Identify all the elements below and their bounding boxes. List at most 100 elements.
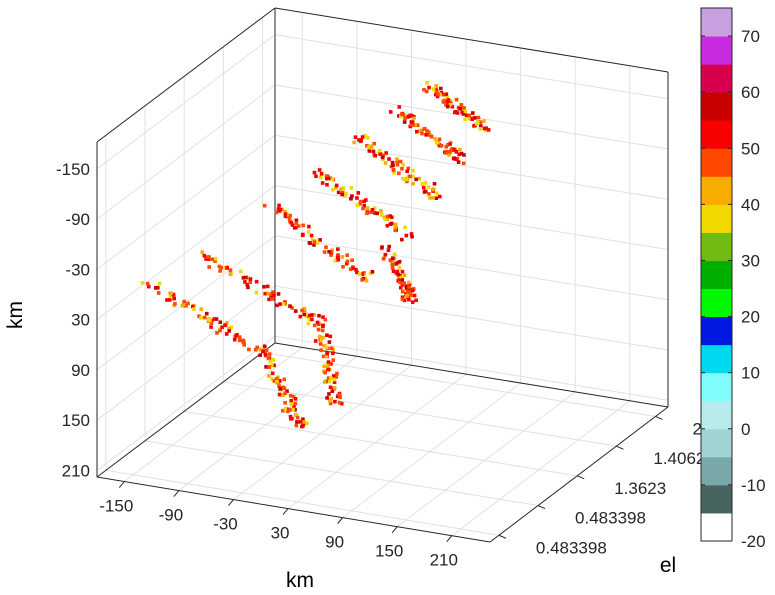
- left-wall-grid-z: [96, 84, 276, 220]
- data-point: [310, 238, 315, 242]
- data-point: [218, 269, 222, 273]
- data-point: [373, 211, 377, 215]
- data-point: [265, 284, 270, 289]
- data-point: [363, 276, 368, 281]
- data-point: [268, 359, 273, 364]
- data-point: [332, 374, 336, 378]
- data-point: [140, 281, 145, 285]
- e-tick-label: 1.3623: [614, 479, 666, 498]
- x-tick-label: 150: [375, 542, 403, 561]
- data-point: [339, 401, 344, 406]
- data-point: [396, 279, 401, 283]
- data-point: [358, 139, 363, 144]
- floor-grid-x: [123, 347, 303, 482]
- data-point: [383, 161, 388, 165]
- data-point: [190, 304, 195, 309]
- edge-top-left: [96, 7, 276, 143]
- data-point: [464, 113, 469, 118]
- data-point: [321, 335, 325, 340]
- data-point: [334, 375, 339, 379]
- data-point: [371, 149, 376, 154]
- data-point: [157, 281, 162, 286]
- data-point: [326, 367, 331, 372]
- data-point: [246, 276, 250, 281]
- data-point: [358, 200, 363, 204]
- data-point: [411, 181, 415, 186]
- data-point: [341, 186, 346, 190]
- data-point: [324, 176, 329, 181]
- floor-grid-e: [105, 469, 499, 536]
- data-point: [397, 259, 402, 264]
- data-point: [302, 306, 306, 311]
- colorbar-tick-label: 50: [741, 139, 760, 158]
- data-point: [289, 398, 293, 403]
- data-point: [145, 281, 150, 286]
- data-point: [310, 317, 314, 322]
- data-point: [448, 98, 453, 103]
- data-point: [341, 264, 345, 269]
- data-point: [378, 152, 383, 156]
- z-tick-label: -90: [65, 210, 90, 229]
- data-point: [424, 89, 429, 94]
- data-point: [414, 177, 418, 182]
- data-point: [192, 307, 196, 311]
- data-point: [407, 285, 411, 290]
- data-point: [402, 298, 407, 303]
- data-point: [206, 257, 211, 261]
- colorbar-segment: [701, 36, 732, 65]
- data-point: [434, 140, 439, 145]
- data-point: [400, 295, 405, 300]
- data-point: [289, 220, 294, 225]
- data-point: [410, 288, 415, 293]
- data-point: [427, 132, 432, 137]
- data-point: [408, 287, 413, 292]
- data-point: [324, 379, 329, 384]
- data-point: [362, 204, 367, 208]
- colorbar-tick-label: 20: [741, 308, 760, 327]
- data-point: [444, 92, 449, 96]
- data-point: [417, 176, 422, 181]
- data-point: [361, 206, 365, 211]
- data-point: [478, 124, 483, 128]
- data-point: [439, 143, 444, 148]
- data-point: [391, 269, 396, 274]
- data-point: [327, 340, 332, 344]
- data-point: [400, 278, 405, 282]
- data-point: [306, 321, 311, 326]
- data-point: [338, 395, 342, 400]
- data-point: [248, 277, 253, 281]
- x-tick-label: -30: [213, 515, 238, 534]
- data-point: [431, 187, 436, 191]
- data-point: [368, 271, 373, 276]
- data-point: [441, 100, 446, 104]
- data-point: [403, 116, 407, 121]
- data-point: [220, 325, 224, 329]
- data-point: [334, 185, 338, 190]
- data-point: [225, 266, 229, 270]
- data-point: [407, 297, 411, 302]
- data-point: [291, 394, 296, 399]
- data-point: [172, 296, 176, 301]
- data-point: [462, 106, 466, 110]
- data-point: [254, 290, 259, 295]
- data-point: [329, 253, 333, 257]
- data-point: [285, 389, 289, 393]
- data-point: [262, 285, 266, 289]
- data-point: [400, 275, 404, 280]
- data-point: [381, 257, 386, 261]
- data-point: [394, 271, 399, 275]
- data-point: [360, 272, 365, 276]
- data-point: [294, 221, 299, 225]
- data-point: [327, 392, 331, 396]
- data-point: [307, 317, 312, 322]
- data-point: [387, 157, 391, 161]
- data-point: [428, 196, 432, 200]
- data-point: [253, 347, 258, 352]
- data-point: [202, 253, 207, 258]
- data-point: [328, 399, 332, 403]
- colorbar-tick-label: 60: [741, 83, 760, 102]
- data-point: [308, 241, 312, 245]
- data-point: [400, 297, 405, 301]
- data-point: [412, 293, 417, 298]
- colorbar-segment: [701, 92, 732, 121]
